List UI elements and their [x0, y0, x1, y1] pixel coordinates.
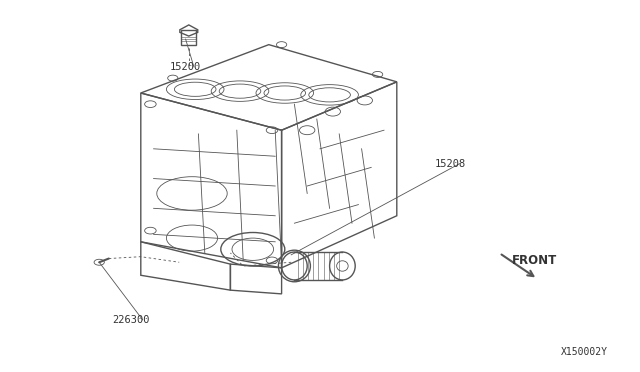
Text: FRONT: FRONT — [512, 254, 557, 267]
Text: X150002Y: X150002Y — [561, 347, 608, 357]
Text: 226300: 226300 — [112, 315, 150, 325]
Text: 15208: 15208 — [435, 159, 467, 169]
Text: 15200: 15200 — [170, 62, 201, 72]
